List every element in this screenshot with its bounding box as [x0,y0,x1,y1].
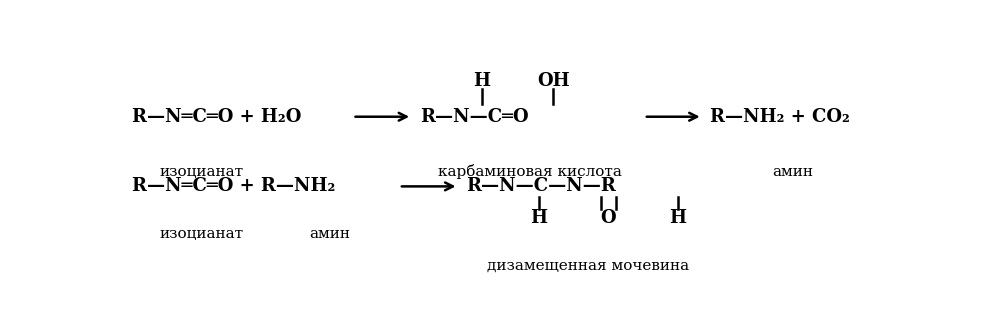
Text: изоцианат: изоцианат [160,165,244,179]
Text: амин: амин [773,165,814,179]
Text: карбаминовая кислота: карбаминовая кислота [439,164,622,179]
Text: OH: OH [537,72,569,90]
Text: R—N═C═O + H₂O: R—N═C═O + H₂O [133,108,302,126]
Text: H: H [669,209,686,227]
Text: H: H [530,209,547,227]
Text: R—NH₂ + CO₂: R—NH₂ + CO₂ [710,108,850,126]
Text: амин: амин [309,227,350,241]
Text: R—N—C═O: R—N—C═O [420,108,528,126]
Text: H: H [474,72,491,90]
Text: дизамещенная мочевина: дизамещенная мочевина [488,259,689,273]
Text: R—N—C—N—R: R—N—C—N—R [467,178,616,195]
Text: R—N═C═O + R—NH₂: R—N═C═O + R—NH₂ [133,178,336,195]
Text: O: O [600,209,616,227]
Text: изоцианат: изоцианат [160,227,244,241]
